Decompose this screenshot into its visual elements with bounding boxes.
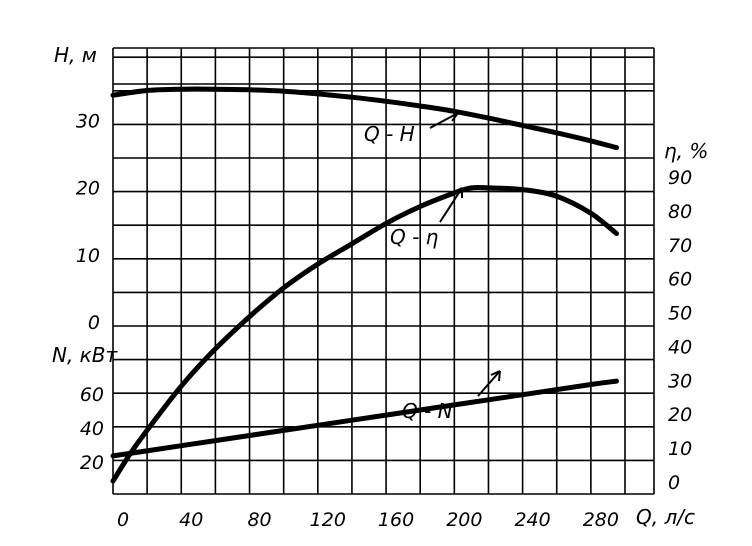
efficiency-axis-label: η, % xyxy=(664,139,708,163)
power-tick-label: 20 xyxy=(80,452,104,474)
efficiency-tick-label: 30 xyxy=(668,370,692,392)
power-axis-label: N, кВт xyxy=(52,343,118,367)
efficiency-tick-label: 90 xyxy=(668,167,692,189)
x-tick-label: 160 xyxy=(378,509,414,531)
efficiency-tick-label: 0 xyxy=(668,472,680,494)
x-tick-label: 200 xyxy=(446,509,482,531)
qeta-curve xyxy=(110,184,619,484)
x-tick-label: 0 xyxy=(117,509,129,531)
head-axis-label: H, м xyxy=(54,43,97,67)
efficiency-tick-label: 50 xyxy=(668,303,692,325)
x-tick-label: 80 xyxy=(247,509,271,531)
curve-label-qh: Q - H xyxy=(364,122,415,146)
efficiency-tick-label: 70 xyxy=(668,235,692,257)
efficiency-tick-label: 20 xyxy=(668,404,692,426)
efficiency-tick-label: 60 xyxy=(668,269,692,291)
power-tick-label: 60 xyxy=(80,384,104,406)
qn-curve xyxy=(110,378,619,459)
x-tick-label: 120 xyxy=(310,509,346,531)
efficiency-tick-label: 80 xyxy=(668,201,692,223)
x-tick-label: 280 xyxy=(583,509,619,531)
head-tick-label: 20 xyxy=(76,178,100,200)
flow-axis-label: Q, л/с xyxy=(636,505,695,529)
curve-label-qeta: Q - η xyxy=(390,225,439,249)
chart-grid xyxy=(112,47,655,495)
chart-curves xyxy=(110,86,619,484)
qh-curve xyxy=(110,86,619,151)
efficiency-tick-label: 40 xyxy=(668,336,692,358)
arrow-qh xyxy=(447,111,459,122)
head-tick-label: 10 xyxy=(76,245,100,267)
x-tick-label: 40 xyxy=(179,509,203,531)
curve-label-qn: Q - N xyxy=(402,399,453,423)
x-tick-label: 240 xyxy=(514,509,550,531)
leader-qh xyxy=(429,112,459,129)
efficiency-tick-label: 10 xyxy=(668,438,692,460)
power-tick-label: 40 xyxy=(80,418,104,440)
head-tick-label: 0 xyxy=(88,312,100,334)
head-tick-label: 30 xyxy=(76,110,100,132)
arrow-qeta xyxy=(452,187,463,198)
leader-qeta xyxy=(439,187,463,223)
arrow-qn xyxy=(490,370,501,382)
chart-tick-labels: 0 40 80 120 160 200 240 280 0 10 20 30 20 40 60 0 10 20 30… xyxy=(76,110,692,531)
leader-qn xyxy=(477,370,501,397)
